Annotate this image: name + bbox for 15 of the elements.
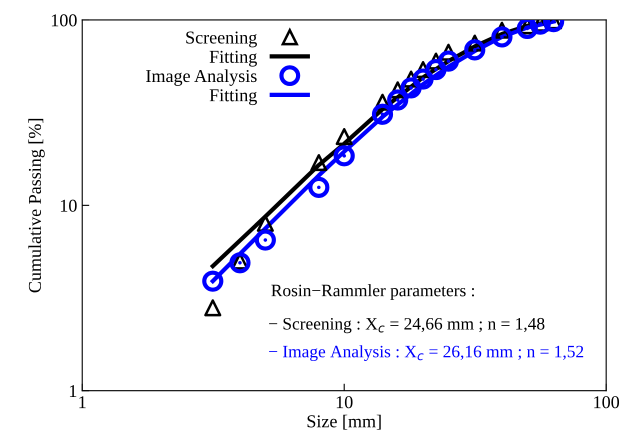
annotation: − Image Analysis : X$_{c}$ = 26,16 mm ; n = 1,52	[269, 345, 584, 361]
legend-label: Fitting	[210, 89, 257, 106]
x-tick-label: 10	[336, 396, 353, 408]
legend-label: Fitting	[210, 50, 257, 67]
y-tick-label: 10	[60, 200, 77, 212]
y-axis-title: Cumulative Passing [%]	[28, 118, 45, 292]
y-tick-label: 1	[70, 385, 76, 397]
legend-label: Screening	[186, 31, 257, 48]
x-tick-label: 100	[594, 396, 620, 408]
y-tick-label: 100	[52, 14, 77, 26]
annotation: − Screening : X$_{c}$ = 24,66 mm ; n = 1,48	[269, 318, 544, 334]
annotation: Rosin−Rammler parameters :	[271, 284, 474, 300]
legend-label: Image Analysis	[146, 69, 257, 86]
x-axis-title: Size [mm]	[308, 414, 381, 430]
x-tick-label: 1	[79, 396, 86, 408]
